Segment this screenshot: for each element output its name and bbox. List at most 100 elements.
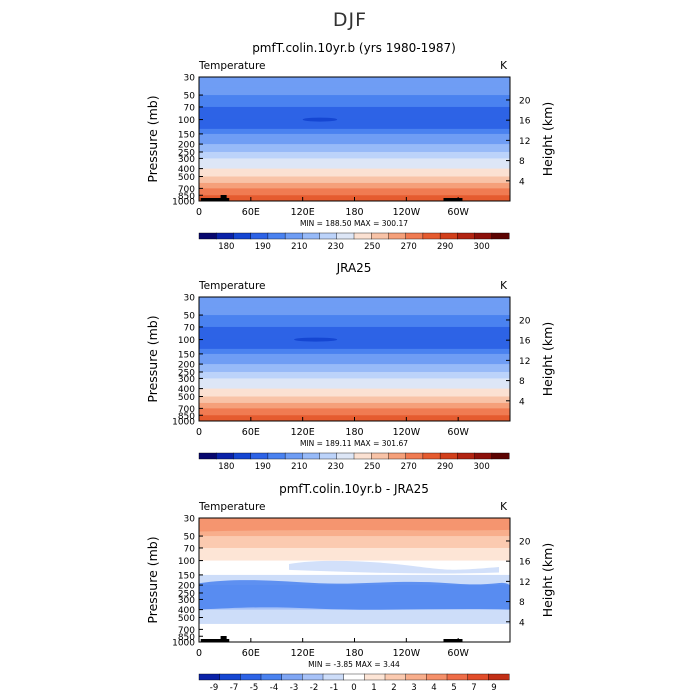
panel1-y-axis-title: Pressure (mb) <box>145 95 160 182</box>
panel2-colorbar-label: 250 <box>364 462 380 472</box>
panel3-colorbar-swatch <box>240 673 262 681</box>
panel1-colorbar-swatch <box>267 232 286 240</box>
panel2-y2-tick-label: 16 <box>519 337 531 347</box>
panel3-colorbar-label: 7 <box>471 683 476 693</box>
panel3-band <box>199 536 510 549</box>
panel3-y-tick-label: 200 <box>178 582 195 592</box>
panel2-colorbar-swatch <box>439 452 458 460</box>
panel1-left-label: Temperature <box>198 60 266 72</box>
panel2-colorbar-label: 230 <box>328 462 344 472</box>
panel2-y-tick-label: 700 <box>178 405 195 415</box>
panel2-y2-tick-label: 12 <box>519 357 530 367</box>
panel3-y2-tick-label: 12 <box>519 578 530 588</box>
panel1-band <box>199 87 510 96</box>
panel2-band <box>199 371 510 379</box>
panel3-y-tick-label: 850 <box>178 633 195 643</box>
panel3-x-tick-label: 60W <box>447 648 469 659</box>
panel1-y2-axis-title: Height (km) <box>540 102 555 176</box>
panel3-colorbar-label: -5 <box>250 683 258 693</box>
panel1-colorbar-swatch <box>474 232 493 240</box>
panel3-x-tick-label: 120W <box>393 648 421 659</box>
panel2-colorbar-label: 270 <box>401 462 417 472</box>
panel3-x-tick-label: 0 <box>196 648 202 659</box>
panel2-y-tick-label: 100 <box>178 336 195 346</box>
panel3-colorbar-swatch <box>426 673 448 681</box>
panel3-y-axis-title: Pressure (mb) <box>145 536 160 623</box>
panel2-colorbar-swatch <box>319 452 338 460</box>
panel2-colorbar-swatch <box>336 452 355 460</box>
panel1-colorbar-swatch <box>250 232 269 240</box>
panel3-y-tick-label: 700 <box>178 626 195 636</box>
panel3-y-tick-label: 30 <box>184 515 196 525</box>
panel3-y-tick-label: 50 <box>184 533 196 543</box>
panel3-y2-tick-label: 8 <box>519 598 525 608</box>
panel2-band <box>199 339 510 350</box>
panel1-band <box>199 151 510 159</box>
panel3-y-tick-label: 100 <box>178 557 195 567</box>
panel3-colorbar-swatch <box>260 673 283 681</box>
panel2-x-tick-label: 180 <box>345 427 363 438</box>
panel2-colorbar-label: 300 <box>474 462 490 472</box>
panel3-x-tick-label: 120E <box>291 648 315 659</box>
panel1-colorbar-swatch <box>405 232 424 240</box>
panel3-topo-asia <box>200 639 230 642</box>
panel2-y-tick-label: 400 <box>178 385 195 395</box>
panel1-colorbar-swatch <box>388 232 407 240</box>
panel1-colorbar-swatch <box>198 232 217 240</box>
panel3-y-tick-label: 300 <box>178 596 195 606</box>
panel1-colorbar-label: 300 <box>474 242 490 252</box>
panel2-colorbar-swatch <box>198 452 217 460</box>
panel3-y-tick-label: 400 <box>178 606 195 616</box>
panel2-band <box>199 307 510 316</box>
panel1-colorbar-swatch <box>491 232 510 240</box>
panel3-colorbar-swatch <box>446 673 469 681</box>
panel1-band <box>199 106 510 121</box>
panel2-colorbar-label: 290 <box>437 462 453 472</box>
panel1-colorbar-swatch <box>233 232 252 240</box>
panel1-colorbar-swatch <box>302 232 321 240</box>
panel2-band <box>199 378 510 390</box>
panel1-band <box>199 119 510 130</box>
panel2-y-tick-label: 70 <box>184 323 196 333</box>
panel3-colorbar-label: -9 <box>210 683 218 693</box>
panel1-colorbar-swatch <box>319 232 338 240</box>
panel1-colorbar-label: 270 <box>401 242 417 252</box>
panel2-colorbar-swatch <box>302 452 321 460</box>
panel3-colorbar-label: 3 <box>411 683 416 693</box>
panel3-colorbar-label: -1 <box>330 683 338 693</box>
panel3-band <box>199 528 510 537</box>
panel1-y-tick-label: 300 <box>178 155 195 165</box>
panel1-y-tick-label: 850 <box>178 192 195 202</box>
panel3-y2-tick-label: 4 <box>519 618 525 628</box>
panel3-colorbar-label: -2 <box>310 683 318 693</box>
panel3-colorbar-swatch <box>467 673 489 681</box>
panel1-band <box>199 144 510 153</box>
panel3-topo-andes <box>443 639 463 642</box>
panel3-colorbar-swatch <box>322 673 345 681</box>
panel3-colorbar-swatch <box>281 673 303 681</box>
panel2-band <box>199 297 510 308</box>
panel2-colorbar-swatch <box>267 452 286 460</box>
panel2-band <box>199 353 510 365</box>
panel1-stats: MIN = 188.50 MAX = 300.17 <box>300 219 408 228</box>
panel3-y2-tick-label: 20 <box>519 537 531 547</box>
panel2-band <box>199 402 510 409</box>
panel2-y-tick-label: 30 <box>184 294 196 304</box>
panel1-unit-label: K <box>500 60 508 72</box>
panel2-cold-patch <box>294 337 338 342</box>
panel2-colorbar-swatch <box>457 452 476 460</box>
panel2-colorbar-swatch <box>405 452 424 460</box>
panel1-y-tick-label: 100 <box>178 116 195 126</box>
panel2-colorbar-swatch <box>250 452 269 460</box>
panel1-band <box>199 77 510 88</box>
panel1-colorbar-label: 210 <box>291 242 307 252</box>
panel3-colorbar-swatch <box>219 673 241 681</box>
panel3-y-tick-label: 250 <box>178 589 195 599</box>
panel3-band <box>199 623 510 630</box>
panel3-band <box>199 569 510 576</box>
panel3-title: pmfT.colin.10yr.b - JRA25 <box>279 482 429 496</box>
panel3-neutral-region <box>289 560 499 574</box>
panel1-y2-tick-label: 4 <box>519 177 525 187</box>
panel2-y2-tick-label: 8 <box>519 377 525 387</box>
panel3-unit-label: K <box>500 501 508 513</box>
